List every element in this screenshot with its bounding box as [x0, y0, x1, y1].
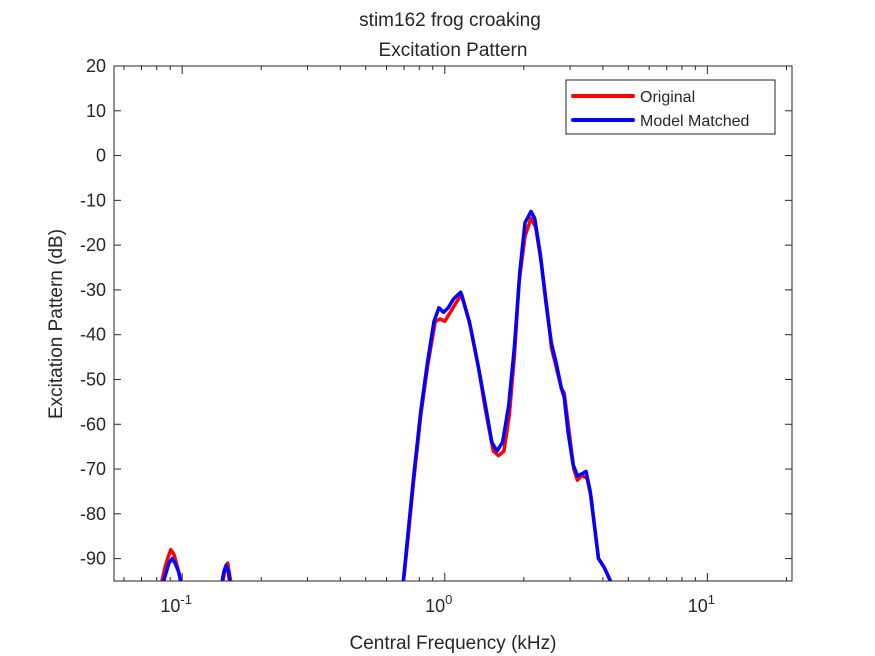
y-tick-label: 10 — [86, 101, 106, 121]
y-tick-labels: 20 10 0 -10 -20 -30 -40 -50 -60 -70 -80 -90 — [80, 56, 106, 569]
y-tick-label: -60 — [80, 414, 106, 434]
legend-label-model-matched: Model Matched — [640, 113, 749, 130]
y-tick-label: -80 — [80, 504, 106, 524]
plot-area — [114, 66, 792, 581]
chart-subtitle: Excitation Pattern — [379, 40, 528, 61]
y-tick-label: -20 — [80, 235, 106, 255]
legend-label-original: Original — [640, 89, 695, 106]
series-model-matched-line — [161, 556, 183, 581]
y-tick-label: -30 — [80, 280, 106, 300]
y-tick-label: -90 — [80, 549, 106, 569]
x-axis-label: Central Frequency (kHz) — [350, 633, 557, 654]
chart-title: stim162 frog croaking — [359, 10, 541, 31]
series-lines — [160, 209, 613, 581]
y-tick-label: 0 — [96, 146, 106, 166]
series-model-matched-line — [220, 563, 232, 581]
plot-frame — [113, 65, 793, 582]
legend-box — [565, 79, 776, 135]
y-axis-label: Excitation Pattern (dB) — [46, 229, 67, 419]
x-tick-label: 10-1 — [160, 592, 192, 616]
y-tick-label: -50 — [80, 369, 106, 389]
x-tick-label: 100 — [425, 592, 452, 616]
series-model-matched-line — [401, 209, 613, 581]
legend: Original Model Matched — [565, 79, 776, 135]
x-tick-label: 101 — [688, 592, 715, 616]
y-tick-label: -70 — [80, 459, 106, 479]
y-tick-label: 20 — [86, 56, 106, 76]
y-tick-label: -10 — [80, 190, 106, 210]
y-tick-label: -40 — [80, 325, 106, 345]
tick-marks — [114, 65, 792, 581]
x-tick-labels: 10-1 100 101 — [160, 592, 715, 616]
